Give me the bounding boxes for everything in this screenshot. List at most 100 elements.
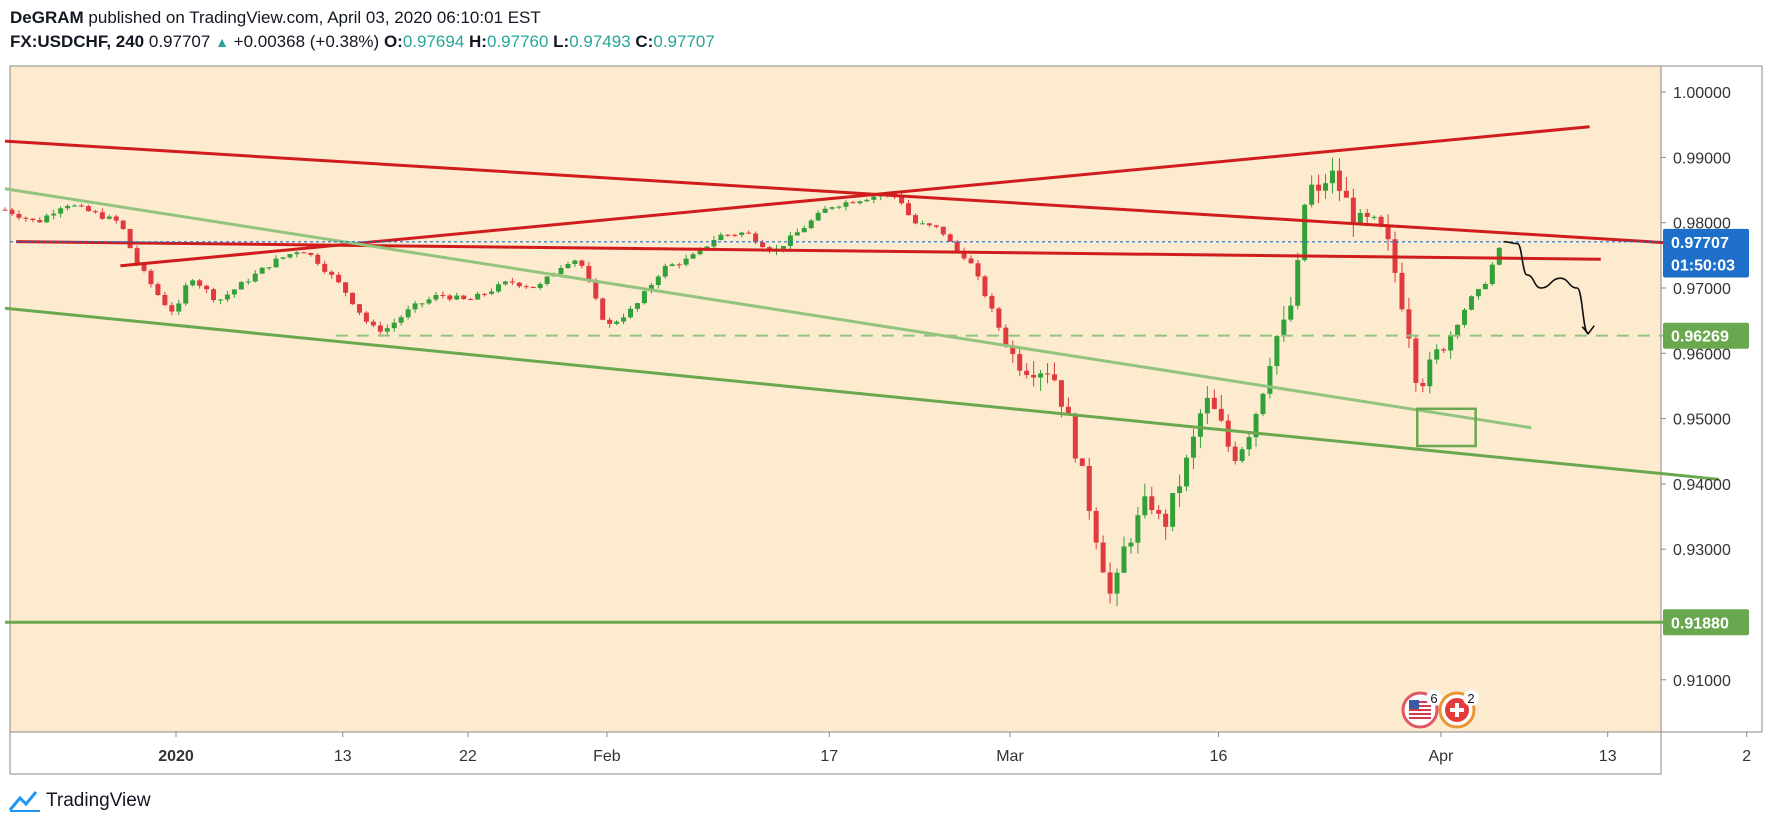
candle-body xyxy=(1357,212,1363,224)
price-label-text: 0.97707 xyxy=(1671,235,1729,252)
y-tick-label: 0.95000 xyxy=(1673,412,1731,429)
candle-body xyxy=(454,295,460,300)
candle-body xyxy=(1079,458,1085,466)
candle-body xyxy=(954,241,960,251)
candle-body xyxy=(1232,446,1238,461)
symbol-label: FX:USDCHF, 240 xyxy=(10,32,145,51)
candle-body xyxy=(746,232,752,234)
trendlines[interactable] xyxy=(4,125,1720,624)
close-value: 0.97707 xyxy=(653,32,715,51)
candle-body xyxy=(864,199,870,202)
candle-body xyxy=(350,292,356,305)
support-line[interactable] xyxy=(120,125,1590,268)
candle-body xyxy=(947,234,953,242)
candle-body xyxy=(836,206,842,208)
candle-body xyxy=(72,205,78,207)
candle-body xyxy=(690,254,696,259)
candle-body xyxy=(461,295,467,300)
candle-body xyxy=(99,212,105,219)
channel-line[interactable] xyxy=(4,306,1720,481)
price-chart[interactable]: 1.00000 0.99000 0.98000 0.97000 0.96000 0.950… xyxy=(0,0,1765,790)
channel-line[interactable] xyxy=(4,187,1532,430)
candle-body xyxy=(509,281,515,283)
publish-info: published on TradingView.com, April 03, … xyxy=(88,8,541,27)
candle-body xyxy=(280,257,286,259)
candle-body xyxy=(1114,572,1120,594)
candle-body xyxy=(579,260,585,266)
candle-body xyxy=(926,223,932,226)
low-label: L: xyxy=(553,32,570,51)
candle-body xyxy=(329,271,335,275)
candle-body xyxy=(65,205,71,209)
candle-body xyxy=(211,289,217,301)
candle-body xyxy=(676,264,682,266)
y-tick-label: 0.97000 xyxy=(1673,281,1731,298)
candle-body xyxy=(433,295,439,300)
flag-stripe xyxy=(1409,701,1431,703)
demand-zone-box[interactable] xyxy=(1416,407,1477,448)
y-tick-label: 0.98000 xyxy=(1673,216,1731,233)
price-labels: 0.97707 01:50:03 0.96269 0.91880 xyxy=(1663,228,1749,636)
arrow-head-icon xyxy=(1581,325,1595,335)
x-tick-label: 13 xyxy=(334,748,352,765)
price-axis[interactable]: 1.00000 0.99000 0.98000 0.97000 0.96000 0.950… xyxy=(1661,85,1731,690)
candle-body xyxy=(1427,359,1433,387)
candle-body xyxy=(1190,436,1196,458)
candle-body xyxy=(711,240,717,247)
author-name[interactable]: DeGRAM xyxy=(10,8,84,27)
x-tick-label: Feb xyxy=(593,748,621,765)
candle-body xyxy=(217,299,223,301)
candle-body xyxy=(2,209,8,211)
candle-body xyxy=(1420,382,1426,387)
candle-body xyxy=(1462,309,1468,325)
candle-body xyxy=(294,252,300,255)
plot-area[interactable] xyxy=(9,65,1662,733)
candle-body xyxy=(1281,319,1287,337)
candle-body xyxy=(1184,457,1190,487)
candle-body xyxy=(641,291,647,304)
candle-body xyxy=(732,234,738,236)
candle-body xyxy=(1482,284,1488,290)
candle-body xyxy=(565,263,571,268)
candle-body xyxy=(1475,289,1481,297)
y-tick-label: 0.96000 xyxy=(1673,346,1731,363)
candle-body xyxy=(586,265,592,282)
candle-body xyxy=(426,299,432,304)
candle-body xyxy=(301,252,307,254)
candle-body xyxy=(1441,349,1447,351)
candle-body xyxy=(78,205,84,207)
resistance-line[interactable] xyxy=(4,139,1713,248)
candle-body xyxy=(412,303,418,310)
candle-body xyxy=(315,254,321,264)
candle-body xyxy=(1086,465,1092,511)
time-axis-panel[interactable] xyxy=(9,731,1662,775)
candle-body xyxy=(322,263,328,272)
event-count-badge xyxy=(1463,690,1479,706)
y-tick-label: 1.00000 xyxy=(1673,85,1731,102)
candle-body xyxy=(537,283,543,289)
time-axis[interactable]: 2020 13 22 Feb 17 Mar 16 Apr 13 2 xyxy=(158,732,1751,765)
high-label: H: xyxy=(469,32,487,51)
candle-body xyxy=(238,282,244,290)
candle-body xyxy=(287,254,293,258)
candle-body xyxy=(1038,373,1044,378)
projection-path[interactable] xyxy=(1503,240,1590,335)
candle-body xyxy=(975,263,981,277)
candle-body xyxy=(224,294,230,300)
candle-body xyxy=(1211,397,1217,409)
candle-body xyxy=(308,252,314,255)
x-tick-label: 17 xyxy=(820,748,838,765)
candle-body xyxy=(1371,216,1377,218)
candle-body xyxy=(1295,260,1301,306)
candle-body xyxy=(44,215,50,223)
resistance-line[interactable] xyxy=(16,240,1601,261)
candle-body xyxy=(912,215,918,224)
publish-line: DeGRAM published on TradingView.com, Apr… xyxy=(10,6,715,30)
y-tick-label: 0.99000 xyxy=(1673,150,1731,167)
candle-body xyxy=(794,232,800,236)
candle-body xyxy=(23,217,29,219)
x-tick-label: Apr xyxy=(1428,748,1454,765)
candle-body xyxy=(760,242,766,248)
candle-body xyxy=(1274,336,1280,367)
